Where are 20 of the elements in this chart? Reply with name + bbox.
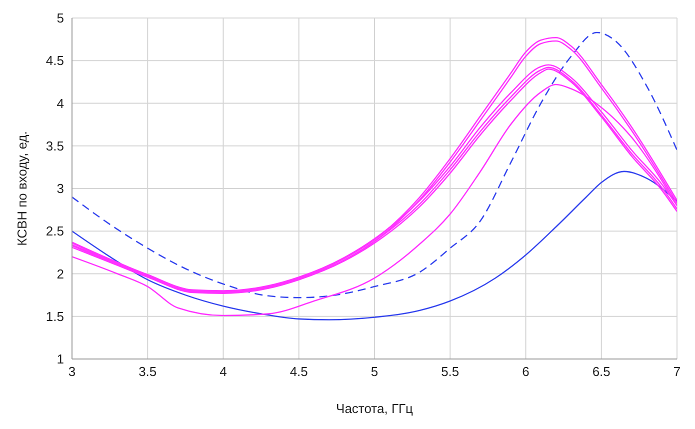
- y-tick-label: 3.5: [46, 138, 64, 154]
- x-axis-title: Частота, ГГц: [336, 401, 414, 416]
- y-axis-title: КСВН по входу, ед.: [14, 131, 30, 246]
- x-tick-label: 3.5: [138, 364, 157, 380]
- x-tick-label: 4: [220, 364, 227, 380]
- y-tick-label: 1: [56, 352, 64, 367]
- y-tick-label: 2.5: [46, 224, 64, 239]
- x-tick-label: 5: [370, 364, 378, 380]
- x-tick-label: 7: [673, 364, 681, 380]
- y-tick-label: 3: [56, 181, 64, 196]
- y-tick-label: 5: [56, 10, 64, 26]
- y-tick-label: 2: [56, 266, 64, 282]
- x-tick-label: 4.5: [290, 364, 308, 380]
- y-tick-label: 4.5: [46, 53, 64, 68]
- x-tick-label: 3: [68, 364, 76, 380]
- y-tick-label: 1.5: [46, 308, 64, 324]
- x-tick-label: 6: [522, 364, 530, 380]
- x-tick-label: 6.5: [592, 364, 610, 380]
- x-tick-label: 5.5: [441, 364, 460, 380]
- y-tick-label: 4: [56, 96, 64, 111]
